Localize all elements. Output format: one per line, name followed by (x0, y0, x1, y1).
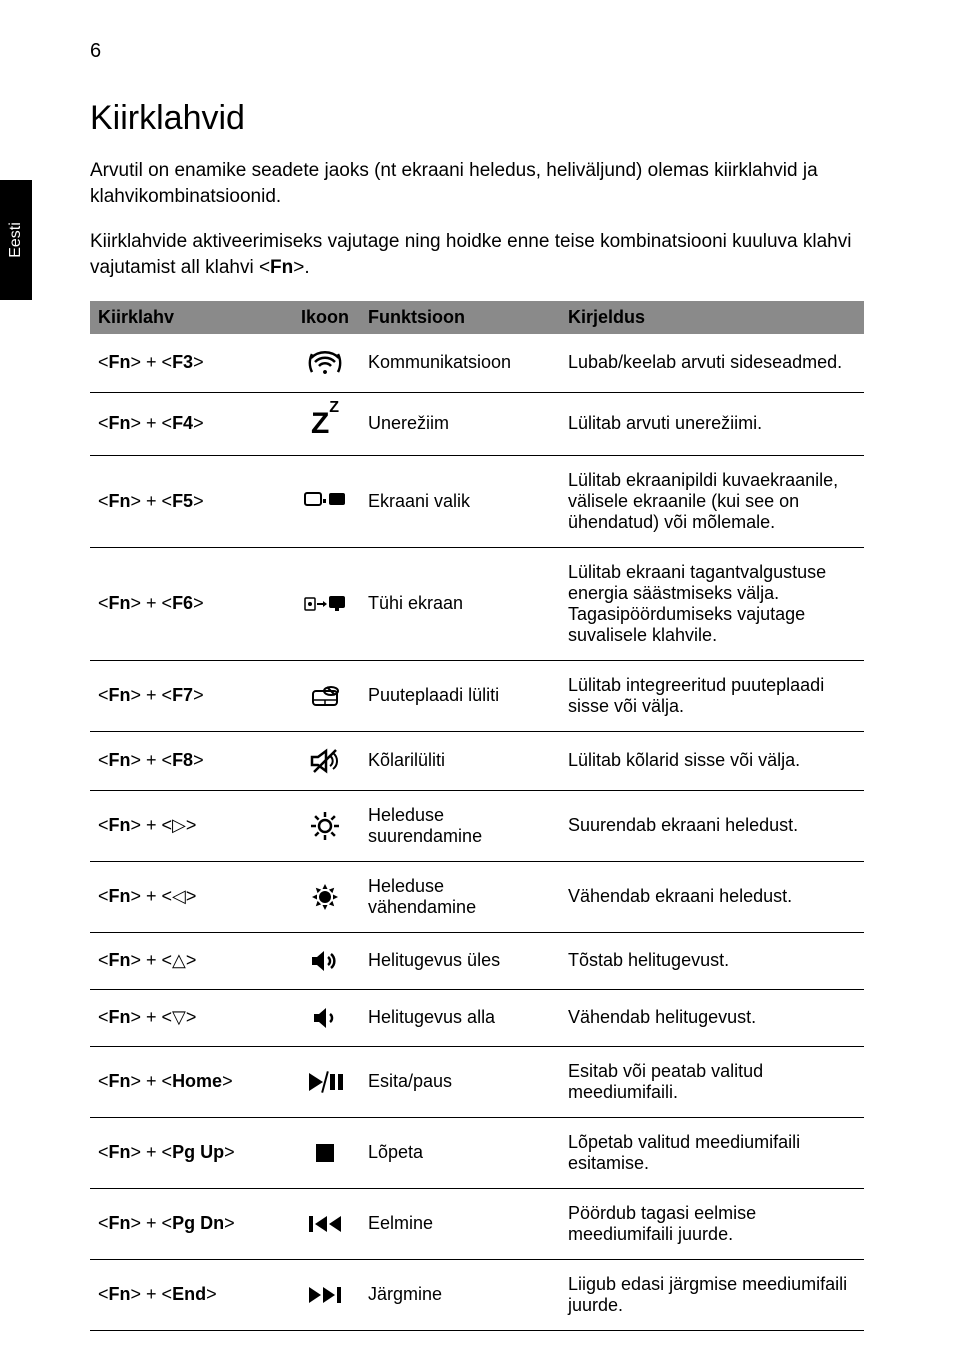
stop-icon (313, 1141, 337, 1165)
cell-func: Heleduse vähendamine (360, 861, 560, 932)
table-row: <Fn> + <▽> Helitugevus allaVähendab heli… (90, 989, 864, 1046)
intro-paragraph-1: Arvutil on enamike seadete jaoks (nt ekr… (90, 158, 864, 209)
table-row: <Fn> + <F3> KommunikatsioonLubab/keelab … (90, 334, 864, 393)
cell-icon (290, 547, 360, 660)
cell-key: <Fn> + <F3> (90, 334, 290, 393)
cell-icon (290, 1117, 360, 1188)
cell-key: <Fn> + <F8> (90, 731, 290, 790)
cell-func: Puuteplaadi lüliti (360, 660, 560, 731)
cell-desc: Esitab või peatab valitud meediumifaili. (560, 1046, 864, 1117)
cell-icon (290, 989, 360, 1046)
cell-icon (290, 932, 360, 989)
cell-desc: Pöördub tagasi eelmise meediumifaili juu… (560, 1188, 864, 1259)
table-row: <Fn> + <▷> Heleduse suurendamineSuurenda… (90, 790, 864, 861)
cell-icon (290, 334, 360, 393)
cell-desc: Vähendab helitugevust. (560, 989, 864, 1046)
cell-func: Unerežiim (360, 392, 560, 455)
cell-func: Järgmine (360, 1259, 560, 1330)
header-key: Kiirklahv (90, 301, 290, 334)
cell-func: Kommunikatsioon (360, 334, 560, 393)
cell-icon (290, 731, 360, 790)
table-row: <Fn> + <F6> Tühi ekraanLülitab ekraani t… (90, 547, 864, 660)
cell-key: <Fn> + <Pg Up> (90, 1117, 290, 1188)
header-desc: Kirjeldus (560, 301, 864, 334)
table-row: <Fn> + <△> Helitugevus ülesTõstab helitu… (90, 932, 864, 989)
table-row: <Fn> + <F7> Puuteplaadi lülitiLülitab in… (90, 660, 864, 731)
cell-desc: Tõstab helitugevust. (560, 932, 864, 989)
cell-func: Tühi ekraan (360, 547, 560, 660)
cell-icon: ZZ (290, 392, 360, 455)
volume-down-icon (310, 1004, 340, 1032)
page-number: 6 (90, 40, 864, 63)
cell-func: Eelmine (360, 1188, 560, 1259)
side-tab-label: Eesti (7, 222, 25, 258)
volume-up-icon (308, 947, 342, 975)
table-header-row: Kiirklahv Ikoon Funktsioon Kirjeldus (90, 301, 864, 334)
cell-func: Kõlarilüliti (360, 731, 560, 790)
cell-desc: Lülitab arvuti unerežiimi. (560, 392, 864, 455)
cell-icon (290, 861, 360, 932)
table-row: <Fn> + <F4> ZZ UnerežiimLülitab arvuti une… (90, 392, 864, 455)
cell-func: Heleduse suurendamine (360, 790, 560, 861)
cell-key: <Fn> + <◁> (90, 861, 290, 932)
next-icon (307, 1283, 343, 1307)
brightness-up-icon (309, 810, 341, 842)
blank-screen-icon (303, 592, 347, 616)
cell-key: <Fn> + <End> (90, 1259, 290, 1330)
cell-key: <Fn> + <F4> (90, 392, 290, 455)
cell-desc: Liigub edasi järgmise meediumifaili juur… (560, 1259, 864, 1330)
brightness-down-icon (309, 881, 341, 913)
table-row: <Fn> + <Pg Up> LõpetaLõpetab valitud mee… (90, 1117, 864, 1188)
header-func: Funktsioon (360, 301, 560, 334)
prev-icon (307, 1212, 343, 1236)
cell-func: Ekraani valik (360, 455, 560, 547)
page-content: 6 Kiirklahvid Arvutil on enamike seadete… (0, 0, 954, 1371)
cell-func: Helitugevus üles (360, 932, 560, 989)
table-row: <Fn> + <Pg Dn> EelminePöördub tagasi eel… (90, 1188, 864, 1259)
cell-desc: Lülitab kõlarid sisse või välja. (560, 731, 864, 790)
table-row: <Fn> + <F5> Ekraani valikLülitab ekraani… (90, 455, 864, 547)
cell-icon (290, 1259, 360, 1330)
touchpad-icon (307, 683, 343, 709)
cell-func: Lõpeta (360, 1117, 560, 1188)
display-switch-icon (303, 489, 347, 513)
cell-icon (290, 660, 360, 731)
table-row: <Fn> + <Home> Esita/pausEsitab või peata… (90, 1046, 864, 1117)
table-row: <Fn> + <◁> Heleduse vähendamineVähendab … (90, 861, 864, 932)
table-row: <Fn> + <End> JärgmineLiigub edasi järgmi… (90, 1259, 864, 1330)
page-title: Kiirklahvid (90, 99, 864, 138)
hotkeys-table: Kiirklahv Ikoon Funktsioon Kirjeldus <Fn… (90, 301, 864, 1331)
speaker-mute-icon (308, 746, 342, 776)
sleep-icon: ZZ (311, 407, 339, 440)
cell-desc: Lülitab ekraani tagantvalgustuse energia… (560, 547, 864, 660)
cell-desc: Vähendab ekraani heledust. (560, 861, 864, 932)
cell-desc: Lubab/keelab arvuti sideseadmed. (560, 334, 864, 393)
cell-icon (290, 1046, 360, 1117)
cell-key: <Fn> + <F6> (90, 547, 290, 660)
cell-key: <Fn> + <F5> (90, 455, 290, 547)
side-language-tab: Eesti (0, 180, 32, 300)
table-row: <Fn> + <F8> KõlarilülitiLülitab kõlarid … (90, 731, 864, 790)
play-pause-icon (306, 1069, 344, 1095)
wireless-icon (306, 348, 344, 378)
cell-desc: Lülitab integreeritud puuteplaadi sisse … (560, 660, 864, 731)
cell-key: <Fn> + <▽> (90, 989, 290, 1046)
cell-func: Esita/paus (360, 1046, 560, 1117)
cell-key: <Fn> + <▷> (90, 790, 290, 861)
cell-desc: Suurendab ekraani heledust. (560, 790, 864, 861)
header-icon: Ikoon (290, 301, 360, 334)
cell-icon (290, 455, 360, 547)
cell-key: <Fn> + <Home> (90, 1046, 290, 1117)
cell-key: <Fn> + <△> (90, 932, 290, 989)
table-body: <Fn> + <F3> KommunikatsioonLubab/keelab … (90, 334, 864, 1331)
cell-desc: Lülitab ekraanipildi kuvaekraanile, väli… (560, 455, 864, 547)
cell-func: Helitugevus alla (360, 989, 560, 1046)
cell-key: <Fn> + <F7> (90, 660, 290, 731)
cell-icon (290, 1188, 360, 1259)
cell-key: <Fn> + <Pg Dn> (90, 1188, 290, 1259)
cell-desc: Lõpetab valitud meediumifaili esitamise. (560, 1117, 864, 1188)
intro-paragraph-2: Kiirklahvide aktiveerimiseks vajutage ni… (90, 229, 864, 280)
cell-icon (290, 790, 360, 861)
